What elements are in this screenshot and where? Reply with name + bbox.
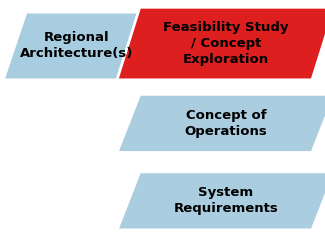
Text: Regional
Architecture(s): Regional Architecture(s) (20, 31, 133, 60)
Polygon shape (117, 94, 325, 152)
Polygon shape (117, 7, 325, 80)
Polygon shape (117, 172, 325, 230)
Text: System
Requirements: System Requirements (174, 186, 278, 215)
Text: Concept of
Operations: Concept of Operations (185, 109, 267, 138)
Text: Feasibility Study
/ Concept
Exploration: Feasibility Study / Concept Exploration (163, 21, 289, 66)
Polygon shape (3, 12, 150, 80)
